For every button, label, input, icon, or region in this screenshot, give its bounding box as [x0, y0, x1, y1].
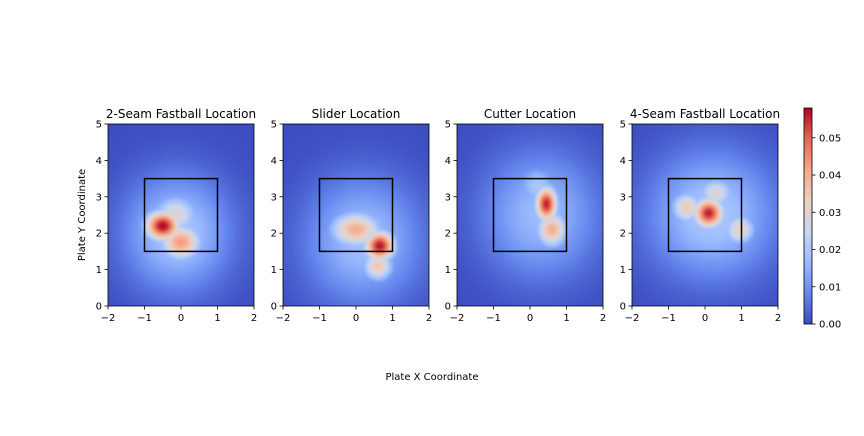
panels-group: −2 −1 0 1 2 0 1 2 3 4 5 2-Seam Fastball Location Pla… — [77, 107, 781, 324]
colorbar-tick-label: 0.02 — [819, 245, 841, 256]
colorbar-tick-label: 0.00 — [819, 320, 841, 331]
y-tick-label: 4 — [445, 156, 451, 167]
y-tick-label: 3 — [445, 192, 451, 203]
colorbar-gradient — [804, 108, 812, 324]
x-tick-label: 1 — [389, 313, 395, 324]
x-tick-label: −2 — [276, 313, 291, 324]
panel-title: 4-Seam Fastball Location — [630, 107, 780, 121]
y-tick-label: 2 — [445, 229, 451, 240]
strike-zone-box — [667, 177, 743, 253]
x-tick-label: 1 — [563, 313, 569, 324]
y-tick-label: 5 — [620, 120, 626, 131]
y-axis-label: Plate Y Coordinate — [77, 169, 88, 261]
x-tick-label: 1 — [738, 313, 744, 324]
y-tick-label: 5 — [445, 120, 451, 131]
x-tick-label: −1 — [661, 313, 676, 324]
x-tick-label: 2 — [426, 313, 432, 324]
density-heatmap-4 — [632, 124, 778, 306]
shared-x-axis-label: Plate X Coordinate — [385, 372, 478, 383]
panel-4: −2 −1 0 1 2 0 1 2 3 4 5 4-Seam Fastball Location — [620, 107, 782, 324]
x-tick-label: 2 — [251, 313, 257, 324]
y-tick-label: 2 — [271, 229, 277, 240]
x-tick-label: 0 — [527, 313, 533, 324]
y-tick-label: 4 — [620, 156, 626, 167]
y-tick-label: 2 — [96, 229, 102, 240]
x-tick-label: 0 — [353, 313, 359, 324]
y-tick-label: 3 — [620, 192, 626, 203]
panel-title: 2-Seam Fastball Location — [106, 107, 256, 121]
y-tick-label: 3 — [271, 192, 277, 203]
panel-1: −2 −1 0 1 2 0 1 2 3 4 5 2-Seam Fastball Location Pla… — [77, 107, 257, 324]
y-tick-label: 3 — [96, 192, 102, 203]
density-heatmap-3 — [457, 124, 603, 306]
y-tick-label: 0 — [445, 302, 451, 313]
x-tick-label: 1 — [214, 313, 220, 324]
y-tick-label: 1 — [445, 265, 451, 276]
y-tick-label: 2 — [620, 229, 626, 240]
x-tick-label: 2 — [775, 313, 781, 324]
panel-2: −2 −1 0 1 2 0 1 2 3 4 5 Slider Location — [271, 107, 433, 324]
y-tick-label: 5 — [271, 120, 277, 131]
strike-zone-box — [143, 177, 219, 253]
y-tick-label: 4 — [96, 156, 102, 167]
x-tick-label: 0 — [702, 313, 708, 324]
x-tick-label: −1 — [486, 313, 501, 324]
x-tick-label: −2 — [101, 313, 116, 324]
panel-title: Cutter Location — [484, 107, 576, 121]
y-tick-label: 5 — [96, 120, 102, 131]
colorbar-tick-label: 0.04 — [819, 171, 841, 182]
y-tick-label: 1 — [96, 265, 102, 276]
colorbar: 0.00 0.01 0.02 0.03 0.04 0.05 — [803, 107, 841, 331]
x-tick-label: 0 — [178, 313, 184, 324]
strike-zone-box — [492, 177, 568, 253]
x-tick-label: −2 — [625, 313, 640, 324]
y-tick-label: 0 — [271, 302, 277, 313]
panel-title: Slider Location — [312, 107, 401, 121]
y-tick-label: 4 — [271, 156, 277, 167]
colorbar-tick-label: 0.05 — [819, 133, 841, 144]
colorbar-frame — [803, 107, 813, 325]
strike-zone-box — [318, 177, 394, 253]
y-tick-label: 0 — [620, 302, 626, 313]
density-heatmap-2 — [283, 124, 429, 306]
x-tick-label: 2 — [600, 313, 606, 324]
colorbar-tick-label: 0.01 — [819, 282, 841, 293]
density-heatmap-1 — [108, 124, 254, 306]
x-tick-label: −1 — [137, 313, 152, 324]
x-tick-label: −1 — [312, 313, 327, 324]
colorbar-tick-label: 0.03 — [819, 208, 841, 219]
y-tick-label: 1 — [620, 265, 626, 276]
y-tick-label: 1 — [271, 265, 277, 276]
y-tick-label: 0 — [96, 302, 102, 313]
x-tick-label: −2 — [450, 313, 465, 324]
panel-3: −2 −1 0 1 2 0 1 2 3 4 5 Cutter Location — [445, 107, 607, 324]
